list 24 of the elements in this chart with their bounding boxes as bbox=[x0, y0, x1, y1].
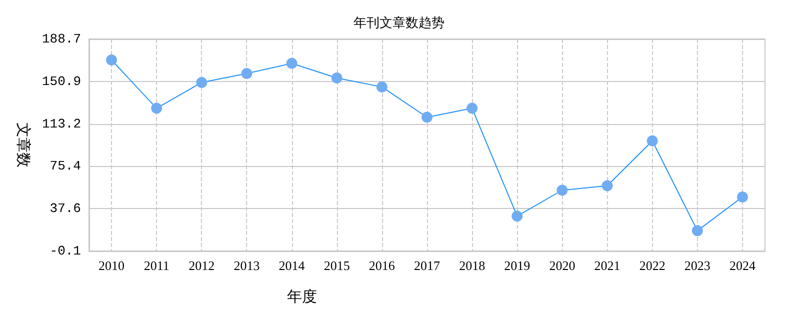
x-tick-label: 2013 bbox=[234, 258, 260, 273]
x-tick-label: 2014 bbox=[278, 258, 306, 273]
y-tick-label: -0.1 bbox=[50, 244, 82, 258]
x-tick-label: 2016 bbox=[368, 258, 396, 273]
x-tick-label: 2023 bbox=[684, 258, 710, 273]
x-axis-title: 年度 bbox=[287, 288, 317, 306]
x-tick-label: 2019 bbox=[504, 258, 530, 273]
y-tick-label: 150.9 bbox=[42, 74, 81, 89]
x-tick-label: 2010 bbox=[98, 258, 125, 273]
chart-title: 年刊文章数趋势 bbox=[354, 16, 444, 31]
x-tick-label: 2012 bbox=[188, 258, 215, 273]
x-tick-label: 2024 bbox=[729, 258, 756, 273]
x-tick-label: 2021 bbox=[594, 258, 620, 273]
y-tick-label: 188.7 bbox=[42, 32, 81, 46]
x-tick-label: 2022 bbox=[639, 258, 666, 273]
y-axis-title: 文章数 bbox=[14, 122, 32, 168]
y-tick-label: 75.4 bbox=[50, 158, 82, 174]
x-tick-label: 2011 bbox=[144, 258, 170, 273]
x-tick-label: 2017 bbox=[414, 258, 440, 273]
x-tick-label: 2020 bbox=[549, 258, 576, 273]
y-tick-label: 113.2 bbox=[42, 116, 81, 132]
y-tick-label: 37.6 bbox=[50, 201, 81, 216]
x-tick-label: 2015 bbox=[324, 258, 350, 273]
x-tick-label: 2018 bbox=[459, 258, 486, 273]
